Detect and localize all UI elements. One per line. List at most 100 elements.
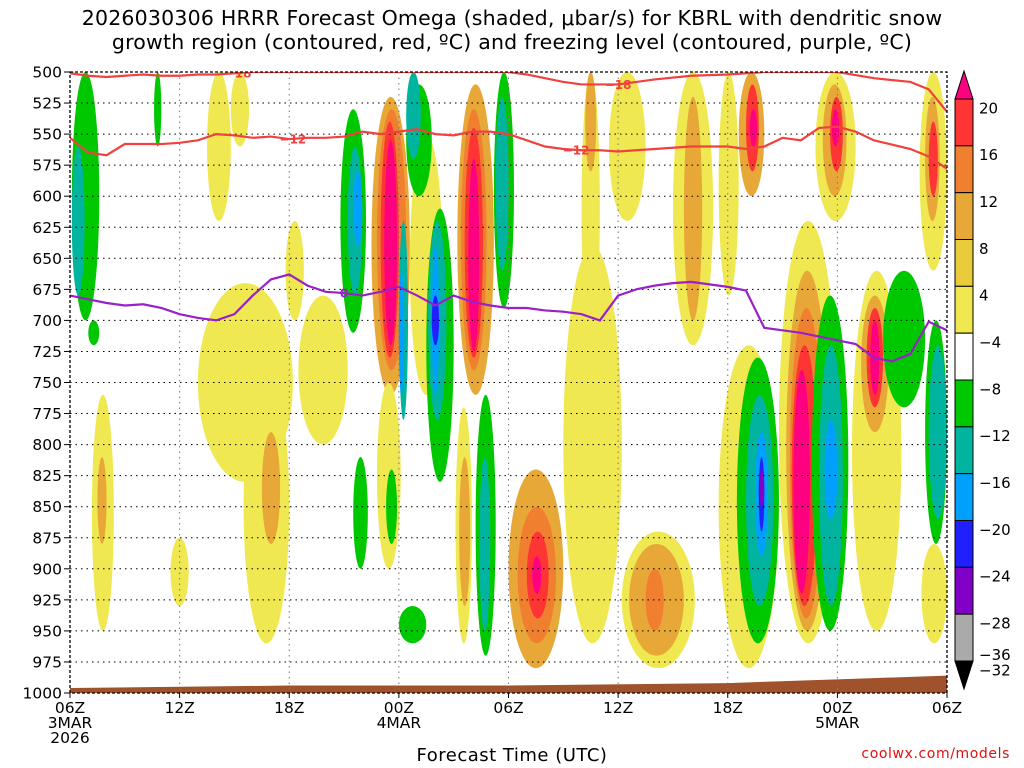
omega-cell — [261, 432, 281, 544]
contour-minus12 — [70, 125, 947, 170]
x-tick-label-line: 3MAR — [48, 714, 93, 732]
title-line-2: growth region (contoured, red, ºC) and f… — [111, 30, 913, 54]
y-tick-label: 650 — [32, 250, 62, 268]
y-tick-label: 900 — [32, 560, 62, 578]
omega-cell — [718, 72, 739, 296]
omega-cell — [532, 556, 542, 594]
contour-freezing-level-label: 0 — [340, 287, 348, 301]
y-tick-label: 1000 — [23, 685, 62, 703]
colorbar-swatch — [954, 426, 974, 475]
colorbar-swatch — [954, 332, 974, 381]
colorbar-label: −20 — [979, 521, 1011, 539]
omega-cell — [154, 72, 162, 147]
x-tick-label-line: 12Z — [164, 699, 194, 717]
omega-cell — [921, 543, 947, 644]
colorbar-label: −36 — [979, 646, 1011, 664]
omega-shading — [71, 72, 947, 669]
x-tick-label-line: 00Z — [822, 699, 852, 717]
colorbar-swatch — [954, 239, 974, 287]
omega-cell — [831, 109, 840, 147]
x-tick-label-line: 5MAR — [815, 714, 860, 732]
x-tick-label: 00Z 5MAR — [815, 699, 860, 732]
title-line-1: 2026030306 HRRR Forecast Omega (shaded, … — [81, 6, 943, 30]
omega-cell — [824, 419, 838, 520]
colorbar-bottom-arrow — [954, 660, 974, 691]
x-tick-label-line: 18Z — [274, 699, 304, 717]
x-tick-label: 12Z — [603, 699, 633, 717]
omega-cell — [398, 270, 405, 395]
colorbar-swatch — [954, 379, 974, 428]
credit-link[interactable]: coolwx.com/models — [861, 746, 1010, 762]
y-tick-label: 550 — [32, 126, 62, 144]
y-tick-label: 800 — [32, 436, 62, 454]
omega-cell — [97, 457, 107, 544]
y-tick-label: 775 — [32, 405, 62, 423]
omega-cell — [88, 320, 100, 346]
omega-cell — [298, 295, 348, 445]
y-tick-label: 825 — [32, 467, 62, 485]
colorbar-swatch — [954, 285, 974, 334]
x-tick-label-line: 12Z — [603, 699, 633, 717]
colorbar-label: 20 — [979, 99, 998, 117]
colorbar-swatch — [954, 98, 974, 147]
colorbar-label: −16 — [979, 474, 1011, 492]
x-tick-label: 00Z 4MAR — [377, 699, 422, 732]
omega-cell — [207, 72, 231, 222]
contour-minus18 — [70, 72, 947, 113]
x-tick-label: 06Z — [493, 699, 523, 717]
x-tick-label-line: 06Z — [55, 699, 85, 717]
x-tick-label: 06Z 3MAR 2026 — [48, 699, 93, 747]
y-tick-label: 750 — [32, 374, 62, 392]
colorbar: 20 16 12 8 4 −4 −8 −12 −16 −20 −24 −28 −32−36 — [954, 69, 1011, 691]
omega-cell — [316, 394, 335, 433]
omega-cell — [468, 158, 480, 352]
x-tick-label-line: 06Z — [932, 699, 962, 717]
x-tick-label-line: 00Z — [384, 699, 414, 717]
colorbar-swatch — [954, 520, 974, 568]
x-tick-label-line: 4MAR — [377, 714, 422, 732]
x-tick-label-line: 2026 — [50, 729, 89, 747]
contour-minus12-label: −12 — [563, 143, 590, 157]
colorbar-swatch — [954, 192, 974, 241]
colorbar-label: −28 — [979, 615, 1011, 633]
y-axis: 500 525 550 575 600 625 650 675 700 725 750 775 800 8… — [23, 64, 70, 703]
omega-cell — [71, 146, 85, 296]
colorbar-swatch — [954, 145, 974, 194]
contour-minus18-label: −18 — [605, 78, 632, 92]
omega-cell — [431, 295, 440, 346]
y-tick-label: 725 — [32, 343, 62, 361]
contour-lines: −18 −18 −12 −12 0 — [70, 72, 947, 363]
contour-freezing-level — [70, 273, 947, 363]
x-axis-label: Forecast Time (UTC) — [416, 745, 608, 766]
colorbar-label: −12 — [979, 427, 1011, 445]
colorbar-label: −24 — [979, 568, 1011, 586]
colorbar-swatch — [954, 613, 974, 662]
omega-cell — [406, 72, 421, 159]
y-tick-label: 875 — [32, 529, 62, 547]
omega-cell — [645, 568, 664, 631]
x-tick-label: 18Z — [274, 699, 304, 717]
x-tick-label: 06Z — [932, 699, 962, 717]
colorbar-label: −8 — [979, 380, 1001, 398]
y-tick-label: 575 — [32, 157, 62, 175]
y-tick-label: 525 — [32, 95, 62, 113]
omega-cell — [386, 469, 398, 544]
colorbar-label: −4 — [979, 334, 1001, 352]
omega-cell — [398, 606, 427, 644]
omega-cell — [585, 72, 597, 172]
colorbar-label: 12 — [979, 193, 998, 211]
colorbar-swatch — [954, 566, 974, 615]
y-tick-label: 950 — [32, 622, 62, 640]
y-tick-label: 675 — [32, 281, 62, 299]
colorbar-label: 8 — [979, 240, 989, 258]
omega-cell — [479, 457, 491, 631]
omega-cell — [608, 72, 646, 222]
omega-cell — [793, 370, 810, 594]
colorbar-swatch — [954, 473, 974, 521]
grid — [70, 72, 947, 693]
chart-title: 2026030306 HRRR Forecast Omega (shaded, … — [0, 6, 1024, 54]
y-tick-label: 500 — [32, 64, 62, 82]
x-tick-label-line: 06Z — [493, 699, 523, 717]
x-tick-label: 12Z — [164, 699, 194, 717]
colorbar-top-arrow — [954, 69, 974, 100]
